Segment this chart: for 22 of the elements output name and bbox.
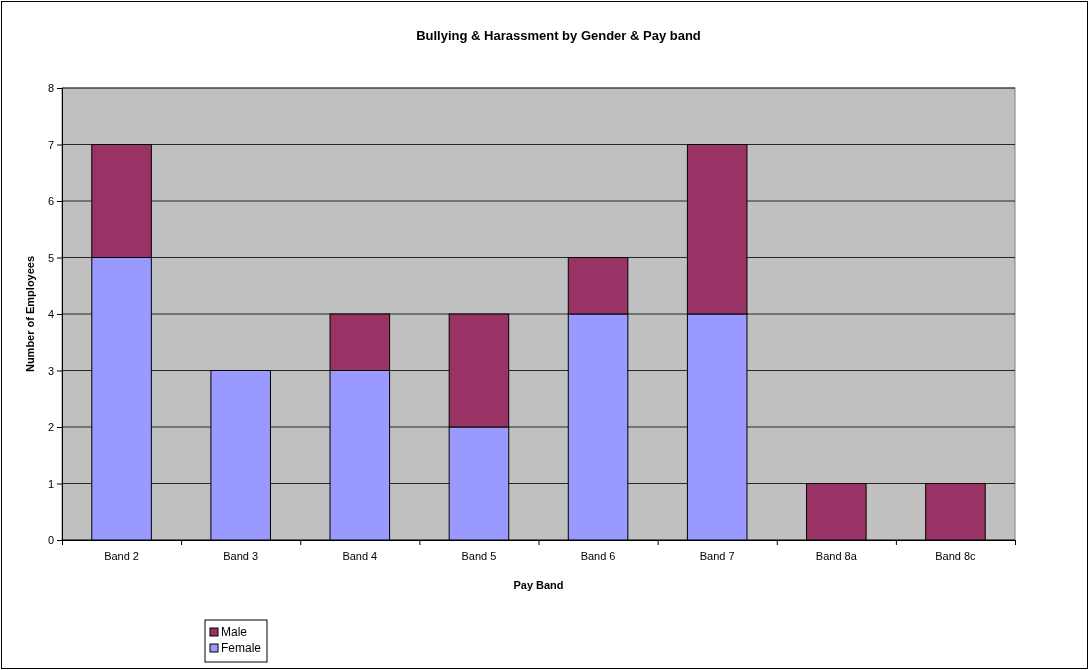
- x-tick-label: Band 8a: [815, 550, 858, 562]
- y-tick-label: 4: [47, 308, 54, 321]
- x-tick-label: Band 7: [699, 550, 735, 562]
- y-tick-label: 2: [47, 421, 54, 434]
- x-tick-label: Band 4: [342, 550, 378, 562]
- x-tick-label: Band 2: [104, 550, 139, 562]
- y-tick-label: 1: [47, 477, 54, 490]
- y-tick-label: 7: [47, 138, 54, 151]
- y-tick-label: 0: [47, 534, 54, 547]
- x-tick-label: Band 5: [461, 550, 497, 562]
- x-tick-label: Band 3: [223, 550, 259, 562]
- legend-label: Female: [221, 641, 262, 655]
- legend-label: Male: [221, 625, 248, 639]
- y-tick-label: 3: [47, 364, 54, 377]
- y-axis-title: Number of Employees: [24, 255, 36, 373]
- x-axis-title: Pay Band: [513, 579, 564, 591]
- x-tick-label: Band 8c: [935, 550, 977, 562]
- x-tick-label: Band 6: [580, 550, 616, 562]
- y-tick-label: 5: [47, 251, 54, 264]
- chart-title: Bullying & Harassment by Gender & Pay band: [416, 28, 701, 43]
- y-tick-label: 8: [47, 82, 54, 95]
- y-tick-label: 6: [47, 195, 54, 208]
